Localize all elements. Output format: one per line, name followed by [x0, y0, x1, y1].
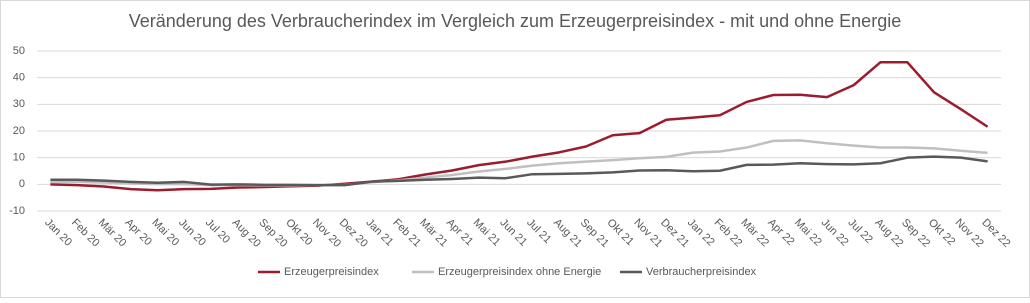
chart-title: Veränderung des Verbraucherindex im Verg…	[129, 11, 901, 31]
series-line	[50, 60, 989, 192]
series-line	[50, 155, 988, 187]
y-tick-label: 0	[19, 178, 25, 190]
y-tick-label: 40	[13, 72, 25, 84]
y-tick-label: 30	[13, 98, 25, 110]
y-tick-label: 50	[13, 45, 25, 57]
y-tick-label: -10	[9, 205, 25, 217]
y-tick-label: 10	[13, 152, 25, 164]
y-tick-label: 20	[13, 125, 25, 137]
legend-label: Erzeugerpreisindex ohne Energie	[438, 266, 601, 278]
legend-label: Erzeugerpreisindex	[284, 266, 379, 278]
legend-label: Verbraucherpreisindex	[646, 266, 757, 278]
